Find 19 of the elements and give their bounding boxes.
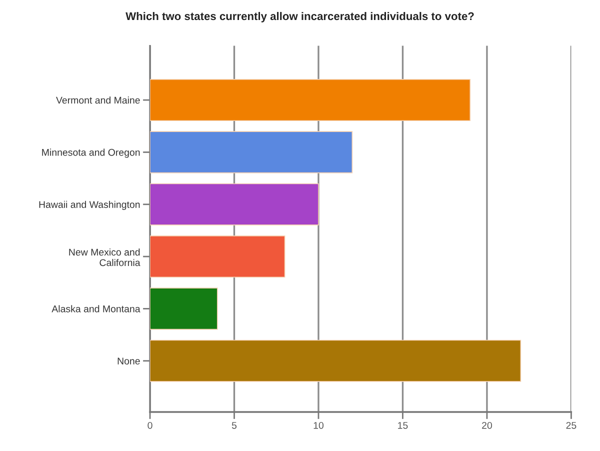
x-tick-label: 25	[566, 422, 576, 429]
chart-title: Which two states currently allow incarcerated individuals to vote?	[126, 12, 474, 22]
bar	[150, 236, 286, 278]
bar	[150, 131, 353, 174]
y-tick-label: New Mexico and California	[69, 248, 140, 266]
x-tick-label: 10	[314, 422, 324, 429]
x-tick-label: 15	[398, 422, 408, 429]
y-tick-label: Minnesota and Oregon	[42, 148, 140, 158]
bar	[150, 79, 471, 122]
y-tick-label: Vermont and Maine	[56, 96, 140, 104]
y-tick-label: Hawaii and Washington	[39, 200, 140, 210]
x-tick-label: 5	[232, 422, 237, 429]
bar	[150, 340, 522, 382]
y-tick-label: None	[118, 358, 140, 364]
bar	[150, 288, 218, 330]
x-tick-label: 20	[482, 422, 492, 429]
y-tick-label: Alaska and Montana	[52, 305, 140, 312]
x-tick-label: 0	[148, 422, 152, 429]
bar	[150, 183, 319, 226]
